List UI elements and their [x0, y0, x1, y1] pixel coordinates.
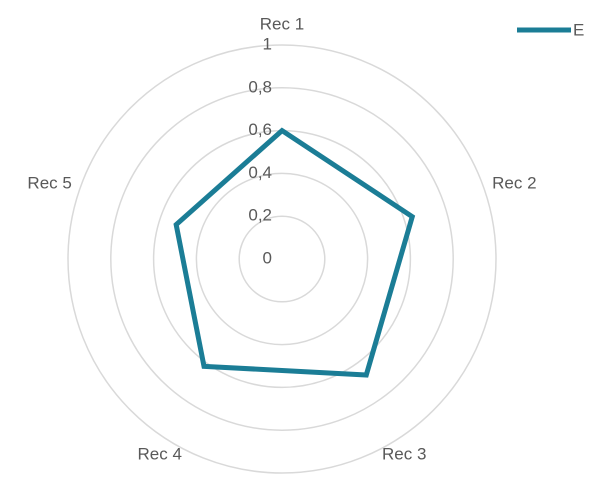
r-tick-label: 0: [263, 248, 272, 267]
r-tick-label: 0,2: [248, 206, 272, 225]
series-polygon: [173, 127, 416, 378]
category-label: Rec 1: [260, 14, 304, 33]
r-tick-label: 0,6: [248, 120, 272, 139]
category-label: Rec 4: [138, 444, 182, 463]
r-tick-label: 1: [263, 34, 272, 53]
category-label: Rec 5: [27, 174, 71, 193]
category-label: Rec 3: [382, 444, 426, 463]
category-label: Rec 2: [492, 174, 536, 193]
legend-label: E: [573, 20, 584, 39]
r-tick-label: 0,8: [248, 77, 272, 96]
grid-ring: [238, 215, 326, 303]
grid-ring: [67, 44, 497, 474]
grid-ring: [195, 172, 369, 346]
grid-ring: [110, 87, 454, 431]
r-tick-label: 0,4: [248, 163, 272, 182]
